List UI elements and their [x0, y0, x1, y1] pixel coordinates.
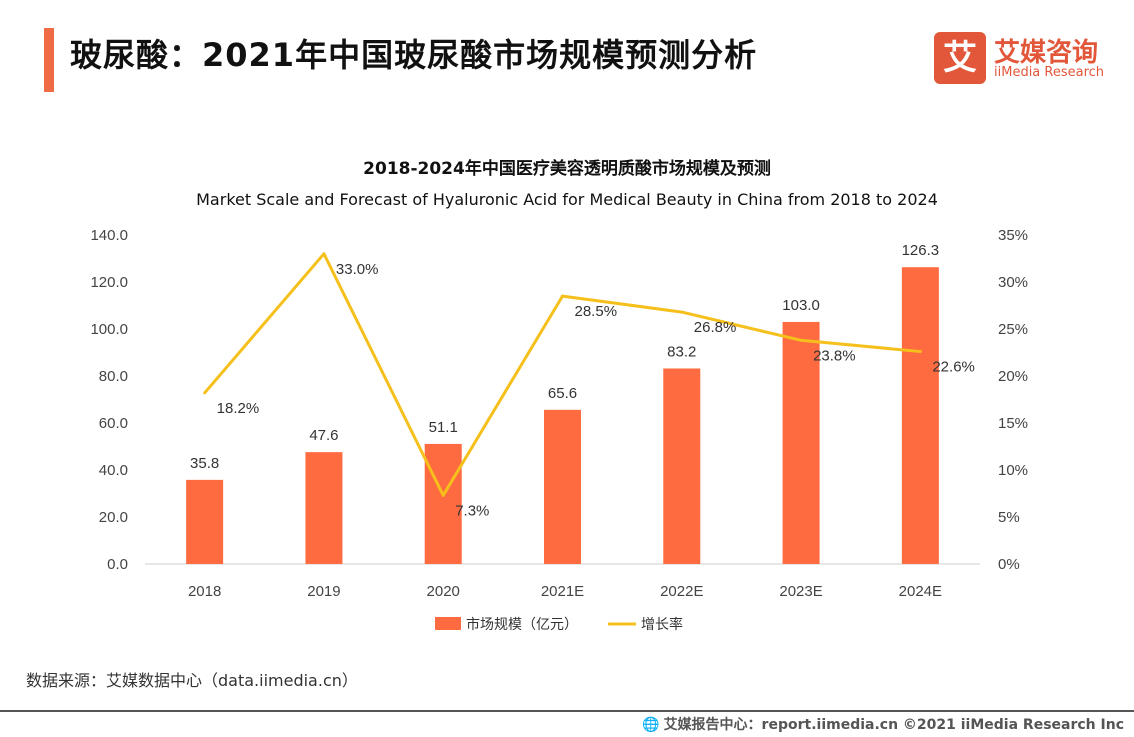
growth-rate-label: 33.0%	[336, 261, 379, 278]
left-axis-tick-label: 20.0	[99, 509, 128, 526]
x-axis-tick-label: 2023E	[779, 583, 822, 600]
logo-name-cn: 艾媒咨询	[994, 38, 1099, 68]
bar-value-label: 126.3	[902, 242, 940, 259]
logo-mark-icon: 艾	[934, 32, 986, 84]
left-axis-tick-label: 140.0	[90, 227, 128, 244]
footer-divider	[0, 710, 1134, 712]
bar-market-scale	[186, 479, 224, 564]
x-axis-tick-label: 2020	[427, 583, 460, 600]
growth-rate-point	[680, 310, 684, 314]
right-axis-tick-label: 20%	[998, 368, 1028, 385]
title-accent-bar	[44, 28, 54, 92]
growth-rate-point	[322, 252, 326, 256]
globe-icon: 🌐	[642, 717, 660, 733]
left-axis-tick-label: 0.0	[107, 556, 128, 573]
right-axis-tick-label: 30%	[998, 274, 1028, 291]
growth-rate-label: 28.5%	[575, 303, 618, 320]
left-axis-tick-label: 40.0	[99, 462, 128, 479]
right-axis-tick-label: 15%	[998, 415, 1028, 432]
left-axis-tick-label: 60.0	[99, 415, 128, 432]
legend-bar-label: 市场规模（亿元）	[466, 616, 578, 632]
chart-subtitle: Market Scale and Forecast of Hyaluronic …	[196, 190, 938, 209]
legend-bar-swatch	[435, 617, 461, 630]
bar-market-scale	[782, 321, 820, 564]
left-axis-tick-label: 100.0	[90, 321, 128, 338]
x-axis-tick-label: 2022E	[660, 583, 703, 600]
data-source-note: 数据来源：艾媒数据中心（data.iimedia.cn）	[26, 671, 358, 690]
right-axis-tick-label: 0%	[998, 556, 1020, 573]
bar-value-label: 103.0	[782, 297, 820, 314]
bar-market-scale	[544, 409, 581, 564]
iimedia-logo: 艾 艾媒咨询 iiMedia Research	[934, 32, 1124, 84]
bar-value-label: 35.8	[190, 455, 219, 472]
bar-market-scale	[901, 267, 939, 564]
growth-rate-label: 7.3%	[455, 502, 489, 519]
x-axis-tick-label: 2019	[307, 583, 340, 600]
left-axis-tick-label: 120.0	[90, 274, 128, 291]
growth-rate-point	[561, 294, 564, 298]
legend-line-label: 增长率	[641, 616, 683, 632]
bar-value-label: 51.1	[429, 419, 458, 436]
footer-text: 艾媒报告中心：report.iimedia.cn ©2021 iiMedia R…	[663, 717, 1124, 733]
x-axis-tick-label: 2024E	[899, 583, 942, 600]
bar-market-scale	[424, 443, 462, 564]
bar-market-scale	[663, 368, 701, 564]
bar-market-scale	[305, 452, 343, 564]
footer-credit: 🌐 艾媒报告中心：report.iimedia.cn ©2021 iiMedia …	[642, 714, 1124, 734]
growth-rate-point	[918, 350, 922, 354]
bar-value-label: 83.2	[667, 343, 696, 360]
right-axis-tick-label: 10%	[998, 462, 1028, 479]
page-title: 玻尿酸：2021年中国玻尿酸市场规模预测分析	[70, 36, 758, 74]
growth-rate-label: 26.8%	[694, 319, 737, 336]
x-axis-tick-label: 2018	[188, 583, 221, 600]
right-axis-tick-label: 35%	[998, 227, 1028, 244]
left-axis-tick-label: 80.0	[99, 368, 128, 385]
growth-rate-label: 22.6%	[932, 359, 975, 376]
chart-title: 2018-2024年中国医疗美容透明质酸市场规模及预测	[363, 159, 771, 179]
right-axis-tick-label: 5%	[998, 509, 1020, 526]
growth-rate-label: 23.8%	[813, 347, 856, 364]
right-axis-tick-label: 25%	[998, 321, 1028, 338]
x-axis-tick-label: 2021E	[541, 583, 584, 600]
bar-value-label: 65.6	[548, 385, 577, 402]
bar-value-label: 47.6	[309, 427, 338, 444]
growth-rate-label: 18.2%	[217, 400, 260, 417]
logo-name-en: iiMedia Research	[994, 65, 1105, 80]
growth-rate-point	[441, 493, 445, 497]
growth-rate-point	[203, 391, 207, 395]
growth-rate-point	[799, 338, 803, 342]
